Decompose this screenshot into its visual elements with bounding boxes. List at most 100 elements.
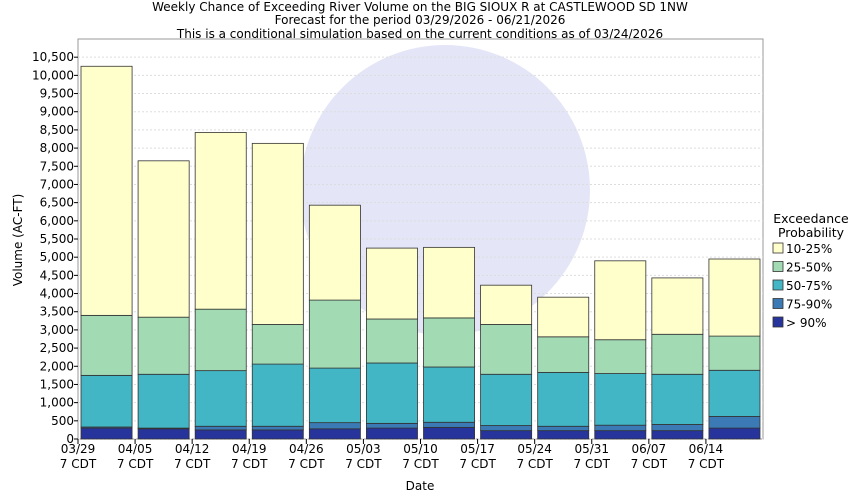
legend-swatch [772,261,784,272]
y-tick-label: 10,500 [32,50,74,64]
chart-title: Weekly Chance of Exceeding River Volume … [152,0,688,14]
y-tick-label: 4,500 [40,268,74,282]
bar-segment [308,299,361,369]
bar-segment [137,160,190,318]
legend-swatch [772,316,784,328]
bar-segment [366,427,418,440]
bar-segment [251,425,304,431]
y-tick-label: 10,000 [32,68,74,82]
chart-subtitle: Forecast for the period 03/29/2026 - 06/… [275,13,566,27]
y-tick-label: 6,500 [40,196,74,210]
bar-segment [308,428,361,440]
bar-segment [708,416,761,429]
bar-segment [137,316,190,375]
bar-segment [480,324,533,375]
y-tick-label: 6,000 [40,214,74,228]
bar-segment [80,65,133,316]
y-tick-label: 5,500 [40,232,74,246]
x-tick-label: 04/05 7 CDT [116,442,154,471]
y-tick-label: 7,500 [40,159,74,173]
y-tick-label: 8,000 [40,141,74,155]
bar-segment [537,425,590,432]
bar-segment [708,335,761,371]
y-tick-label: 7,000 [40,177,74,191]
legend-swatch [772,279,784,291]
x-tick-label: 04/19 7 CDT [231,442,268,471]
bar-segment [480,425,533,432]
bar-segment [251,429,304,440]
x-tick-label: 05/10 7 CDT [402,442,439,471]
y-tick-label: 3,000 [40,323,74,337]
bar-segment [537,336,590,373]
bar-segment [651,277,704,335]
bar-segment [537,430,590,440]
y-tick-label: 1,000 [40,396,74,410]
y-tick-label: 5,000 [40,250,74,264]
x-tick-label: 05/03 7 CDT [345,442,382,471]
bar-segment [194,370,247,427]
bar-segment [594,339,647,374]
bar-segment [137,373,190,429]
bar-segment [366,318,418,364]
x-axis-label: Date [406,479,435,493]
x-tick-label: 05/24 7 CDT [516,442,553,471]
bar-segment [651,424,704,432]
bar-segment [194,308,247,372]
x-tick-label: 03/29 7 CDT [59,442,97,471]
legend-title: Exceedance Probability [773,211,849,240]
chart-subtitle: This is a conditional simulation based o… [176,27,663,41]
bar-segment [708,427,761,440]
bar-segment [708,258,761,337]
bar-segment [423,421,475,428]
y-tick-label: 2,000 [40,359,74,373]
x-tick-label: 04/12 7 CDT [173,442,211,471]
bar-segment [537,372,590,427]
bar-segment [251,363,304,427]
legend-label: 25-50% [786,261,832,275]
legend-swatch [772,298,784,309]
x-tick-label: 05/17 7 CDT [459,442,496,471]
legend-label: 50-75% [786,279,832,293]
bar-segment [366,422,418,429]
bar-segment [423,426,475,440]
bar-segment [651,373,704,425]
bar-segment [423,366,475,423]
bar-segment [708,369,761,417]
x-tick-label: 06/07 7 CDT [630,442,668,471]
x-tick-label: 06/14 7 CDT [687,442,725,471]
bar-segment [366,362,418,424]
legend-swatch [772,242,784,254]
y-tick-label: 9,500 [40,87,74,101]
bar-segment [651,430,704,440]
bar-segment [80,427,133,440]
y-tick-label: 500 [51,414,74,428]
bar-segment [366,247,418,320]
bar-segment [594,430,647,440]
y-axis-label: Volume (AC-FT) [11,194,25,287]
bar-segment [594,260,647,341]
bar-segment [480,430,533,440]
bar-segment [80,374,133,428]
y-tick-label: 4,000 [40,287,74,301]
bar-segment [308,367,361,424]
bar-segment [308,422,361,430]
bar-segment [194,425,247,431]
legend-label: 10-25% [786,242,832,256]
y-tick-label: 9,000 [40,105,74,119]
x-tick-label: 05/31 7 CDT [573,442,610,471]
y-tick-label: 3,500 [40,305,74,319]
bar-segment [80,314,133,376]
bar-segment [423,246,475,319]
legend-label: 75-90% [786,298,832,312]
bar-segment [480,373,533,426]
bar-segment [194,132,247,310]
y-tick-label: 2,500 [40,341,74,355]
bar-segment [594,424,647,432]
bar-segment [651,333,704,375]
x-tick-label: 04/26 7 CDT [288,442,325,471]
y-tick-label: 8,500 [40,123,74,137]
bar-segment [137,428,190,440]
y-tick-label: 0 [66,432,74,446]
